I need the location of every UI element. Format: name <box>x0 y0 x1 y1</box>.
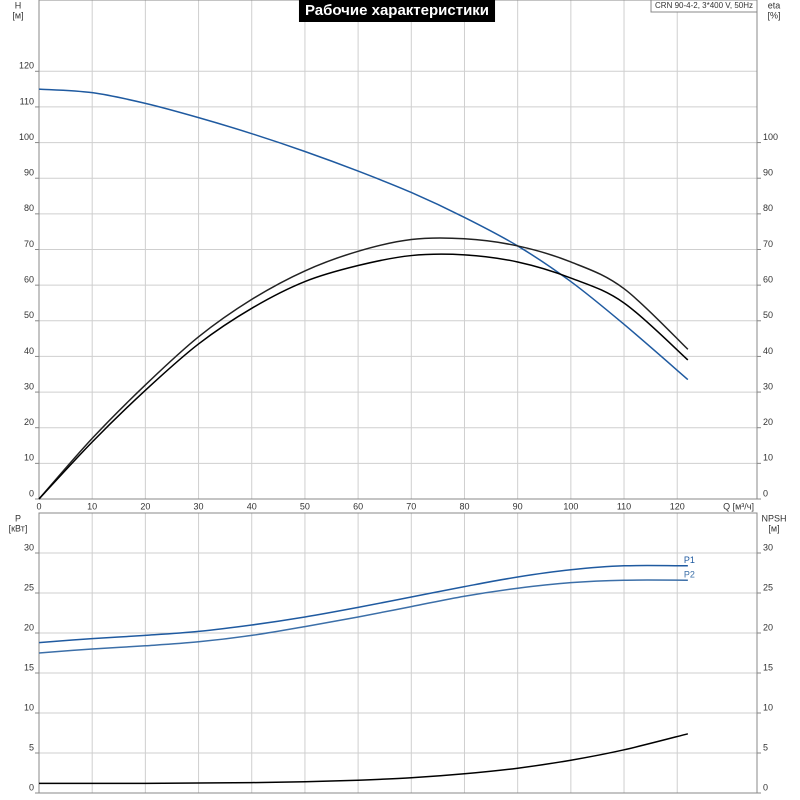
y-tick-label: 30 <box>24 542 34 552</box>
series-label: P2 <box>684 570 695 580</box>
y-tick-label: 40 <box>24 346 34 356</box>
y-tick-label: 50 <box>24 310 34 320</box>
y-axis-label: H <box>15 0 22 10</box>
y2-axis-label: NPSH <box>761 513 786 523</box>
y-tick-label: 100 <box>19 132 34 142</box>
y2-tick-label: 10 <box>763 453 773 463</box>
x-tick-label: 40 <box>247 501 257 511</box>
chart-title: Рабочие характеристики <box>305 2 489 19</box>
y2-tick-label: 20 <box>763 417 773 427</box>
series-label: P1 <box>684 555 695 565</box>
y-tick-label: 10 <box>24 453 34 463</box>
y-tick-label: 20 <box>24 622 34 632</box>
curve <box>38 579 688 654</box>
y2-tick-label: 100 <box>763 132 778 142</box>
title-box <box>298 0 496 22</box>
y-tick-label: 30 <box>24 381 34 391</box>
y2-tick-label: 25 <box>763 582 773 592</box>
y2-tick-label: 90 <box>763 168 773 178</box>
y2-axis-label: eta <box>768 0 781 10</box>
y2-tick-label: 60 <box>763 275 773 285</box>
y-tick-label: 120 <box>19 61 34 71</box>
x-tick-label: 80 <box>459 501 469 511</box>
y-axis-unit: [кВт] <box>9 523 28 533</box>
x-tick-label: 100 <box>563 501 578 511</box>
y-axis-label: P <box>15 513 21 523</box>
y2-axis-unit: [%] <box>767 10 780 20</box>
y-tick-label: 25 <box>24 582 34 592</box>
chart-subtitle: CRN 90-4-2, 3*400 V, 50Hz <box>655 1 753 10</box>
curve <box>38 253 689 500</box>
y-tick-label: 0 <box>29 488 34 498</box>
y2-tick-label: 50 <box>763 310 773 320</box>
x-tick-label: 110 <box>617 501 631 511</box>
x-axis-label: Q [м³/ч] <box>723 501 754 511</box>
curve <box>38 564 688 644</box>
y2-tick-label: 70 <box>763 239 773 249</box>
y-tick-label: 15 <box>24 662 34 672</box>
y2-tick-label: 5 <box>763 742 768 752</box>
x-tick-label: 70 <box>406 501 416 511</box>
x-tick-label: 0 <box>36 501 41 511</box>
y2-tick-label: 40 <box>763 346 773 356</box>
y2-tick-label: 30 <box>763 542 773 552</box>
x-tick-label: 20 <box>140 501 150 511</box>
curve <box>38 237 689 500</box>
y2-axis-unit: [м] <box>768 523 779 533</box>
model-box <box>650 0 758 13</box>
y-axis-unit: [м] <box>12 10 23 20</box>
y-tick-label: 20 <box>24 417 34 427</box>
y-tick-label: 10 <box>24 702 34 712</box>
x-tick-label: 90 <box>513 501 523 511</box>
x-tick-label: 30 <box>194 501 204 511</box>
x-tick-label: 60 <box>353 501 363 511</box>
x-tick-label: 50 <box>300 501 310 511</box>
y-tick-label: 5 <box>29 742 34 752</box>
y2-tick-label: 15 <box>763 662 773 672</box>
plot-frame <box>38 512 758 794</box>
y2-tick-label: 80 <box>763 203 773 213</box>
curve <box>38 88 689 381</box>
x-tick-label: 120 <box>670 501 685 511</box>
y-tick-label: 80 <box>24 203 34 213</box>
y2-tick-label: 0 <box>763 782 768 792</box>
y-tick-label: 90 <box>24 168 34 178</box>
y-tick-label: 110 <box>20 96 34 106</box>
y2-tick-label: 10 <box>763 702 773 712</box>
y2-tick-label: 20 <box>763 622 773 632</box>
x-tick-label: 10 <box>87 501 97 511</box>
y2-tick-label: 0 <box>763 488 768 498</box>
y2-tick-label: 30 <box>763 381 773 391</box>
y-tick-label: 70 <box>24 239 34 249</box>
curve <box>38 733 689 785</box>
y-tick-label: 0 <box>29 782 34 792</box>
y-tick-label: 60 <box>24 275 34 285</box>
